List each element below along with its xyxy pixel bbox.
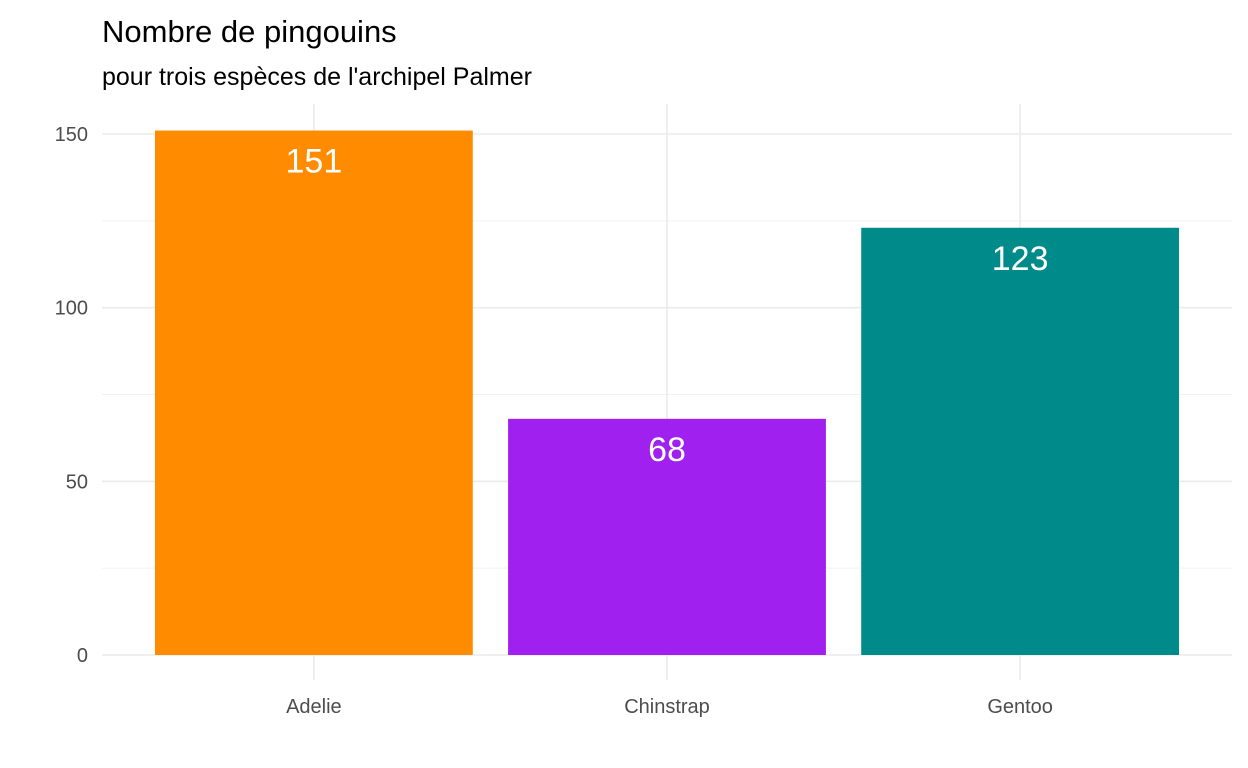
data-label-gentoo: 123 <box>992 240 1049 278</box>
chart-subtitle: pour trois espèces de l'archipel Palmer <box>102 63 532 91</box>
bar-chinstrap <box>508 418 826 655</box>
x-axis-ticks: Adelie Chinstrap Gentoo <box>286 696 1053 718</box>
y-tick-label: 0 <box>77 645 88 667</box>
data-labels: 151 68 123 <box>286 143 1049 469</box>
bars <box>154 130 1180 655</box>
data-label-adelie: 151 <box>286 143 343 181</box>
data-label-chinstrap: 68 <box>648 431 686 469</box>
y-axis-ticks: 0 50 100 150 <box>55 124 88 667</box>
bar-adelie <box>154 130 473 655</box>
x-tick-label: Gentoo <box>987 696 1053 718</box>
x-tick-label: Adelie <box>286 696 342 718</box>
y-tick-label: 100 <box>55 298 88 320</box>
chart-title: Nombre de pingouins <box>102 14 397 49</box>
y-tick-label: 50 <box>66 471 88 493</box>
x-tick-label: Chinstrap <box>624 696 710 718</box>
y-tick-label: 150 <box>55 124 88 146</box>
bar-gentoo <box>861 227 1180 655</box>
